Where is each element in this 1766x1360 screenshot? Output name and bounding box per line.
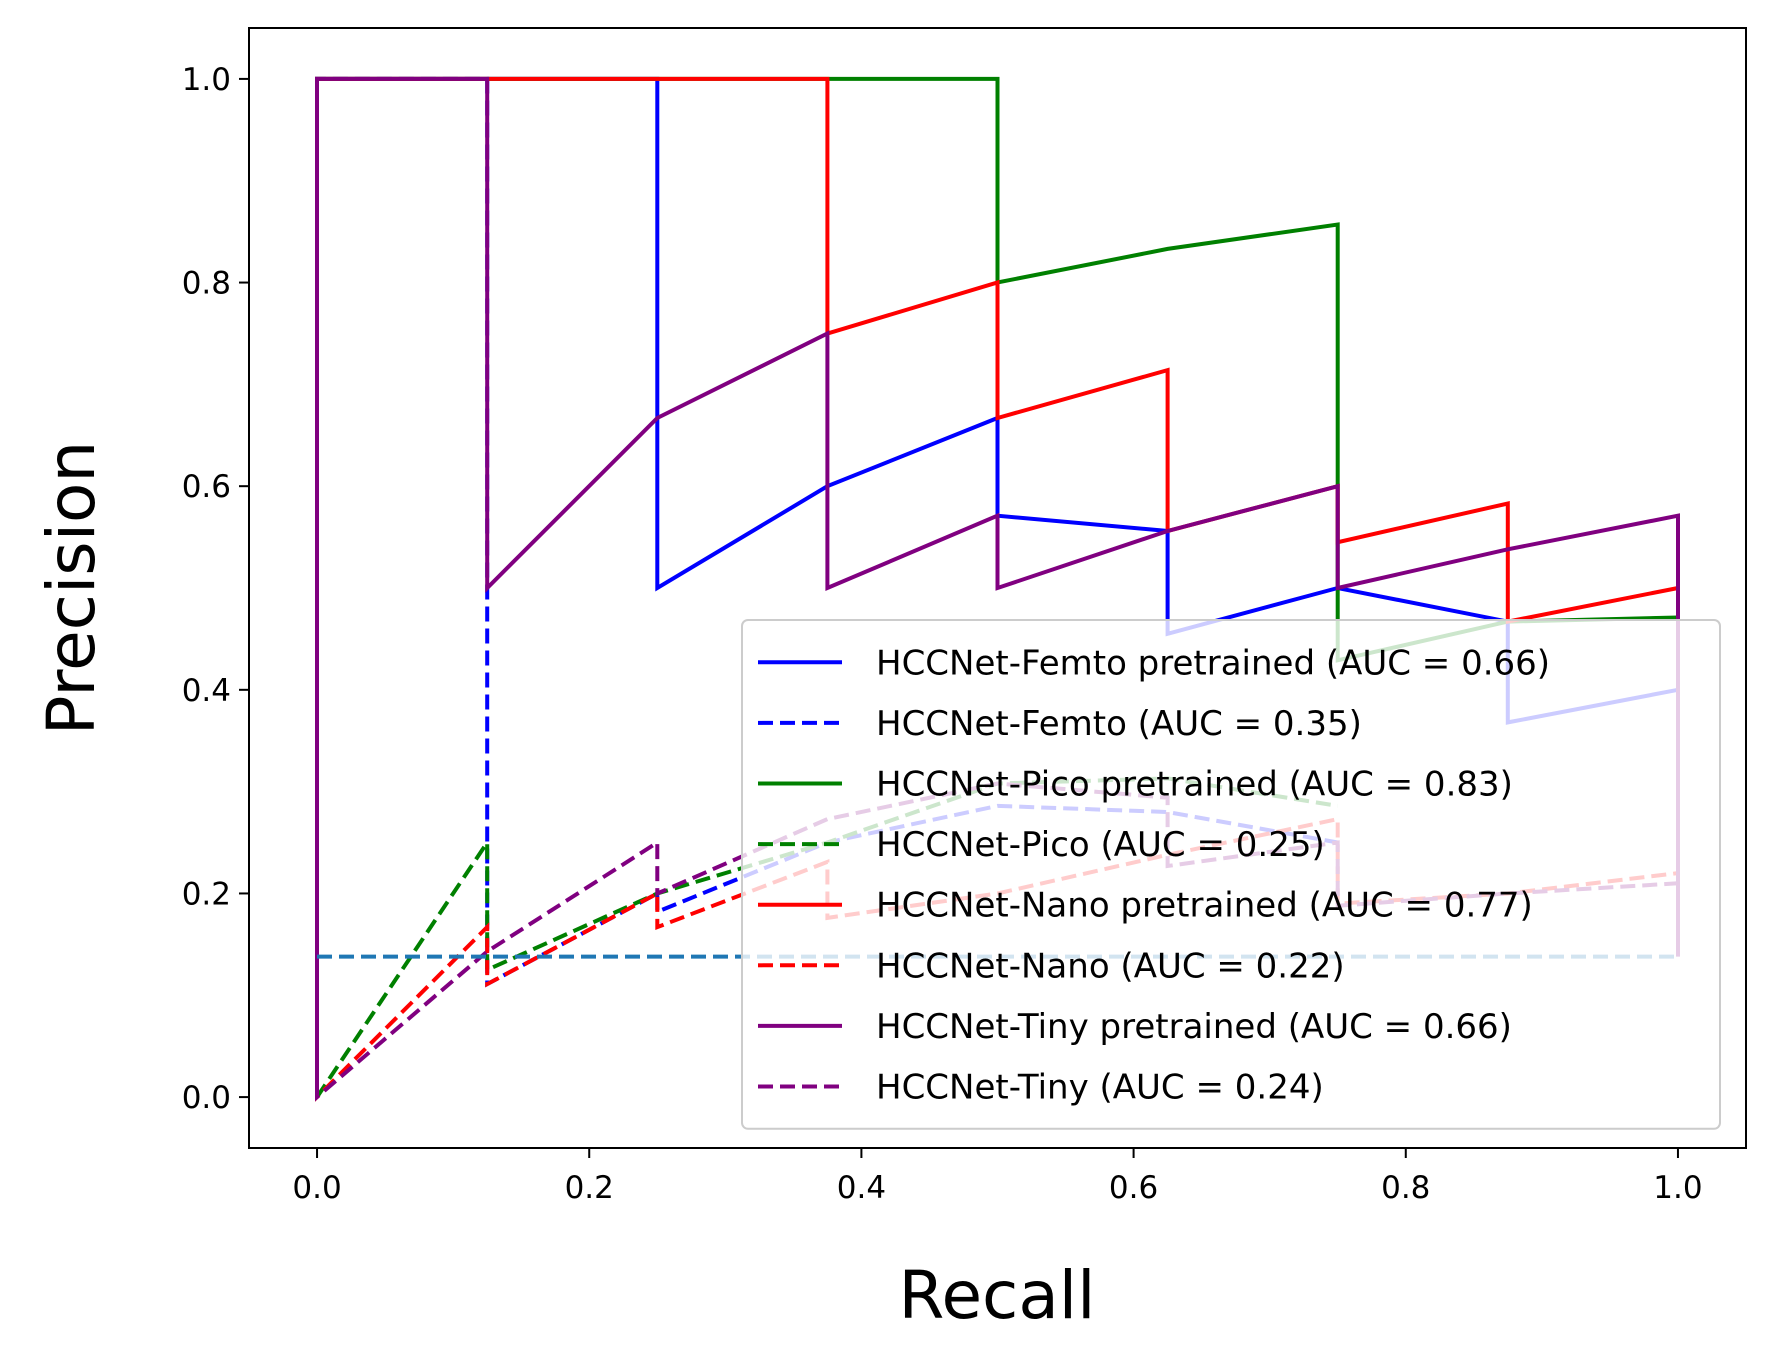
x-tick-label: 1.0 <box>1653 1170 1702 1206</box>
x-tick-label: 0.0 <box>292 1170 341 1206</box>
plot-frame <box>248 27 1747 1149</box>
x-axis-ticks: 0.0 0.2 0.4 0.6 0.8 1.0 <box>292 1148 1703 1206</box>
legend-label: HCCNet-Femto (AUC = 0.35) <box>876 704 1362 744</box>
legend-label: HCCNet-Nano pretrained (AUC = 0.77) <box>876 886 1533 926</box>
legend-label: HCCNet-Femto pretrained (AUC = 0.66) <box>876 643 1550 683</box>
x-tick-label: 0.4 <box>837 1170 886 1206</box>
x-tick-label: 0.8 <box>1381 1170 1430 1206</box>
y-tick-label: 0.0 <box>182 1080 231 1116</box>
x-tick-label: 0.2 <box>565 1170 614 1206</box>
y-tick-label: 0.8 <box>182 266 231 302</box>
x-axis-title: Recall <box>899 1257 1096 1334</box>
y-tick-label: 0.4 <box>182 673 231 709</box>
y-tick-label: 0.2 <box>182 876 231 912</box>
legend-label: HCCNet-Nano (AUC = 0.22) <box>876 946 1345 986</box>
legend-box <box>741 619 1721 1130</box>
y-axis-ticks: 0.0 0.2 0.4 0.6 0.8 1.0 <box>182 62 249 1116</box>
legend-label: HCCNet-Tiny (AUC = 0.24) <box>876 1068 1324 1108</box>
y-axis-title: Precision <box>33 441 110 736</box>
legend: HCCNet-Femto pretrained (AUC = 0.66) HCCN… <box>741 619 1721 1130</box>
x-tick-label: 0.6 <box>1109 1170 1158 1206</box>
y-tick-label: 1.0 <box>182 62 231 98</box>
series-line-4 <box>315 76 1679 1098</box>
series-line-6 <box>315 76 1680 1098</box>
legend-label: HCCNet-Tiny pretrained (AUC = 0.66) <box>876 1007 1512 1047</box>
y-tick-label: 0.6 <box>182 469 231 505</box>
legend-label: HCCNet-Pico (AUC = 0.25) <box>876 825 1325 865</box>
legend-label: HCCNet-Pico pretrained (AUC = 0.83) <box>876 765 1513 805</box>
